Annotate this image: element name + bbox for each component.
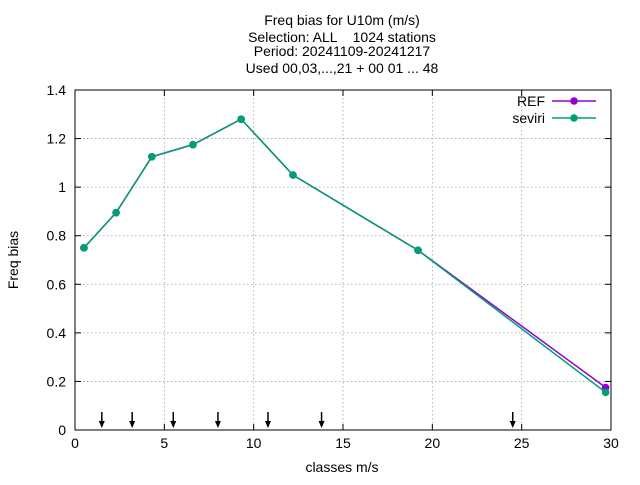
data-point	[237, 115, 245, 123]
title-line-4: Used 00,03,...,21 + 00 01 ... 48	[246, 60, 439, 76]
series-lines	[80, 115, 610, 397]
class-arrows	[98, 412, 516, 428]
class-arrow	[318, 412, 325, 428]
arrow-head	[214, 421, 221, 428]
x-tick-label: 25	[514, 435, 530, 451]
axis-ticks: 0 0.2 0.4 0.6 0.8 1 1.2 1.4 0 5 10 15 20 25 30	[47, 82, 619, 451]
class-arrow	[214, 412, 221, 428]
data-point	[289, 171, 297, 179]
series-seviri	[80, 115, 610, 397]
y-tick-label: 1.2	[47, 131, 67, 147]
class-arrow	[264, 412, 271, 428]
data-point	[601, 388, 610, 397]
y-tick-label: 0.8	[47, 228, 67, 244]
x-axis-label: classes m/s	[305, 459, 378, 475]
class-arrow	[509, 412, 516, 428]
arrow-head	[318, 421, 325, 428]
x-tick-label: 10	[246, 435, 262, 451]
data-point	[112, 208, 120, 217]
series-line	[83, 118, 607, 389]
grid	[75, 90, 611, 430]
x-tick-label: 15	[335, 435, 351, 451]
legend-label: REF	[517, 93, 545, 109]
y-tick-label: 0	[58, 422, 66, 438]
data-point	[414, 246, 422, 255]
data-point	[189, 140, 197, 149]
data-point	[80, 244, 88, 252]
arrow-head	[98, 421, 105, 428]
class-arrow	[129, 412, 136, 428]
series-line	[83, 118, 607, 393]
y-tick-label: 1.4	[47, 82, 67, 98]
arrow-head	[509, 421, 516, 428]
data-point	[148, 152, 156, 161]
y-tick-label: 0.6	[47, 276, 67, 292]
legend-swatch-marker	[570, 114, 578, 122]
title-line-3: Period: 20241109-20241217	[254, 43, 431, 59]
legend-item-seviri: seviri	[512, 110, 596, 126]
series-ref	[80, 115, 610, 392]
legend-item-ref: REF	[517, 93, 596, 109]
legend-label: seviri	[512, 110, 545, 126]
plot-frame	[74, 89, 612, 431]
y-axis-label: Freq bias	[5, 231, 21, 289]
x-tick-label: 20	[425, 435, 441, 451]
y-tick-label: 0.2	[47, 373, 67, 389]
y-tick-label: 0.4	[47, 325, 67, 341]
x-tick-label: 5	[160, 435, 168, 451]
x-tick-label: 0	[71, 435, 79, 451]
arrow-head	[129, 421, 136, 428]
class-arrow	[170, 412, 177, 428]
class-arrow	[98, 412, 105, 428]
y-tick-label: 1	[58, 179, 66, 195]
title-line-2: Selection: ALL 1024 stations	[248, 29, 436, 45]
legend-swatch-marker	[570, 97, 578, 105]
arrow-head	[264, 421, 271, 428]
chart-title: Freq bias for U10m (m/s) Selection: ALL …	[246, 12, 439, 76]
x-tick-label: 30	[603, 435, 619, 451]
title-line-1: Freq bias for U10m (m/s)	[264, 12, 420, 28]
arrow-head	[170, 421, 177, 428]
